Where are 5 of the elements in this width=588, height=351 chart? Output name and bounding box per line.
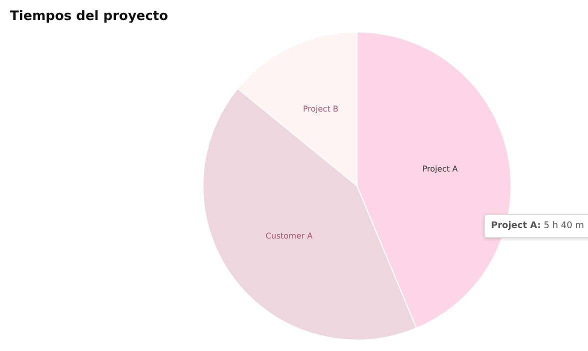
text: Project A: 5 h 40 m [484,214,588,238]
slice-label: Project A [422,164,458,174]
slice-label: Project B [302,104,338,114]
text: Tiempos del proyecto [10,9,168,24]
slice-label: Customer A [266,232,314,241]
